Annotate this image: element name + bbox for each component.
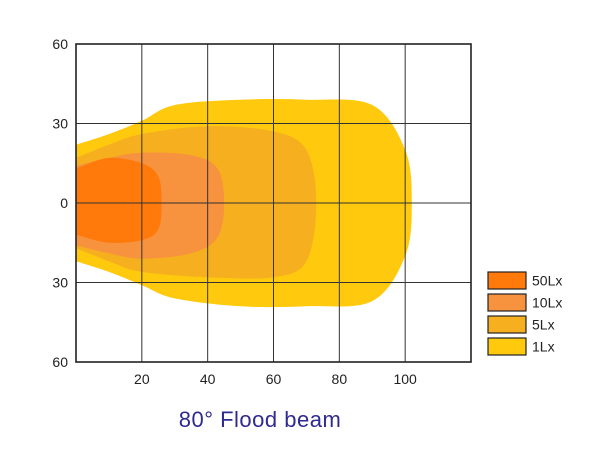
- chart-title: 80° Flood beam: [178, 407, 342, 432]
- legend-swatch: [487, 337, 527, 356]
- legend-swatch: [487, 271, 527, 290]
- x-tick-label: 40: [200, 371, 216, 387]
- x-axis-ticks: 20 40 60 80 100: [134, 371, 417, 387]
- y-tick-label: 30: [52, 116, 68, 132]
- x-tick-label: 80: [332, 371, 348, 387]
- legend-label: 5Lx: [532, 317, 555, 333]
- y-tick-label: 30: [52, 275, 68, 291]
- grid-lines: [76, 44, 471, 362]
- legend-label: 10Lx: [532, 295, 562, 311]
- plot-border: [75, 43, 472, 363]
- beam-areas: [76, 99, 412, 308]
- y-tick-label: 60: [52, 36, 68, 52]
- legend-label: 50Lx: [532, 273, 562, 289]
- area-50Lx: [76, 157, 162, 244]
- legend-label: 1Lx: [532, 339, 555, 355]
- y-tick-label: 0: [60, 195, 68, 211]
- legend-swatch: [487, 293, 527, 312]
- y-tick-label: 60: [52, 354, 68, 370]
- x-tick-label: 20: [134, 371, 150, 387]
- legend: 50Lx 10Lx 5Lx 1Lx: [487, 271, 562, 356]
- y-axis-ticks: 60 30 0 30 60: [52, 36, 68, 370]
- legend-swatch: [487, 315, 527, 334]
- x-tick-label: 100: [393, 371, 417, 387]
- x-tick-label: 60: [266, 371, 282, 387]
